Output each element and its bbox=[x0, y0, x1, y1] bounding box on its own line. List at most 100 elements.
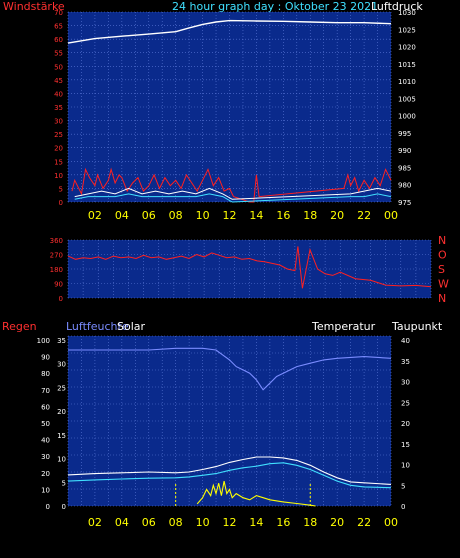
time-tick-label: 04 bbox=[115, 209, 129, 222]
pressure-line bbox=[67, 19, 392, 44]
y-tick-label: 20 bbox=[54, 145, 63, 153]
humidity-tick-label: 100 bbox=[37, 337, 50, 345]
temperature-axis-label: Temperatur bbox=[311, 320, 376, 333]
time-tick-label: 08 bbox=[169, 209, 183, 222]
y-tick-label: 0 bbox=[59, 199, 63, 207]
humidity-tick-label: 10 bbox=[41, 486, 50, 494]
y-tick-label: 1000 bbox=[398, 113, 416, 121]
left-y-ticks: 0 90 180 270 360 bbox=[50, 237, 63, 303]
time-tick-label: 22 bbox=[357, 209, 371, 222]
x-axis-ticks: 02 04 06 08 10 12 14 16 18 20 22 00 bbox=[88, 209, 398, 222]
y-tick-label: 975 bbox=[398, 199, 411, 207]
y-tick-label: 40 bbox=[54, 90, 63, 98]
time-tick-label: 04 bbox=[115, 516, 129, 529]
humidity-tick-label: 20 bbox=[41, 470, 50, 478]
y-tick-label: 1020 bbox=[398, 44, 416, 52]
temperature-line bbox=[67, 456, 392, 485]
temperature-tick-label: 20 bbox=[401, 420, 410, 428]
humidity-tick-label: 40 bbox=[41, 437, 50, 445]
panel-grid bbox=[67, 239, 432, 299]
temperature-tick-label: 25 bbox=[401, 399, 410, 407]
rain-tick-label: 15 bbox=[57, 432, 66, 440]
temperature-tick-label: 10 bbox=[401, 462, 410, 470]
time-tick-label: 14 bbox=[249, 516, 263, 529]
y-tick-label: 1030 bbox=[398, 9, 416, 17]
time-tick-label: 00 bbox=[384, 516, 398, 529]
direction-label: W bbox=[438, 278, 449, 291]
temperature-tick-label: 35 bbox=[401, 358, 410, 366]
wind_speed-line bbox=[71, 167, 392, 203]
time-tick-label: 06 bbox=[142, 209, 156, 222]
humidity-tick-label: 90 bbox=[41, 354, 50, 362]
rain-tick-label: 20 bbox=[57, 408, 66, 416]
direction-label: S bbox=[438, 263, 445, 276]
rain-tick-label: 5 bbox=[62, 479, 66, 487]
rain-axis-label: Regen bbox=[2, 320, 37, 333]
right-y-ticks: 975 980 985 990 995 1000 1005 1010 1015 1020 1025 1… bbox=[398, 9, 416, 207]
y-tick-label: 35 bbox=[54, 104, 63, 112]
chart-series bbox=[67, 347, 392, 507]
time-tick-label: 16 bbox=[276, 209, 290, 222]
left-axis-label: Windstärke bbox=[3, 0, 65, 13]
y-tick-label: 50 bbox=[54, 63, 63, 71]
temperature-tick-label: 15 bbox=[401, 441, 410, 449]
chart-series bbox=[67, 246, 432, 289]
rain-tick-label: 30 bbox=[57, 361, 66, 369]
wind_gust_cyan-line bbox=[74, 193, 392, 203]
humidity-tick-label: 70 bbox=[41, 387, 50, 395]
y-tick-label: 65 bbox=[54, 23, 63, 31]
temperature-tick-label: 0 bbox=[401, 503, 405, 511]
time-tick-label: 16 bbox=[276, 516, 290, 529]
time-tick-label: 06 bbox=[142, 516, 156, 529]
y-tick-label: 980 bbox=[398, 182, 411, 190]
humidity-tick-label: 0 bbox=[46, 503, 50, 511]
direction-label: N bbox=[438, 234, 446, 247]
rain-tick-label: 25 bbox=[57, 384, 66, 392]
time-tick-label: 10 bbox=[196, 516, 210, 529]
y-tick-label: 990 bbox=[398, 147, 411, 155]
y-tick-label: 270 bbox=[50, 252, 63, 260]
y-tick-label: 985 bbox=[398, 164, 411, 172]
y-tick-label: 10 bbox=[54, 172, 63, 180]
time-tick-label: 20 bbox=[330, 516, 344, 529]
y-tick-label: 1010 bbox=[398, 78, 416, 86]
time-tick-label: 14 bbox=[249, 209, 263, 222]
humidity-temperature-panel: 0 10 20 30 40 50 60 70 80 90 100 0 5 10 15 20 25 30 35 0 5… bbox=[37, 335, 410, 529]
direction-line bbox=[67, 246, 432, 289]
y-tick-label: 1005 bbox=[398, 95, 416, 103]
humidity-y-ticks: 0 10 20 30 40 50 60 70 80 90 100 bbox=[37, 337, 50, 511]
y-tick-label: 60 bbox=[54, 36, 63, 44]
wind_gust_white-line bbox=[74, 187, 392, 200]
chart-series bbox=[67, 19, 392, 203]
rain-tick-label: 35 bbox=[57, 337, 66, 345]
page-title: 24 hour graph day : Oktober 23 2021 bbox=[172, 0, 378, 13]
y-tick-label: 15 bbox=[54, 158, 63, 166]
time-tick-label: 08 bbox=[169, 516, 183, 529]
y-tick-label: 90 bbox=[54, 281, 63, 289]
time-tick-label: 02 bbox=[88, 209, 102, 222]
temperature-tick-label: 30 bbox=[401, 379, 410, 387]
solar-axis-label: Solar bbox=[117, 320, 146, 333]
rain-y-ticks: 0 5 10 15 20 25 30 35 bbox=[57, 337, 66, 511]
temperature-tick-label: 5 bbox=[401, 482, 405, 490]
time-tick-label: 22 bbox=[357, 516, 371, 529]
time-tick-label: 18 bbox=[303, 209, 317, 222]
time-tick-label: 10 bbox=[196, 209, 210, 222]
time-tick-label: 18 bbox=[303, 516, 317, 529]
time-tick-label: 12 bbox=[223, 516, 237, 529]
y-tick-label: 25 bbox=[54, 131, 63, 139]
humidity-line bbox=[68, 347, 392, 391]
temperature-tick-label: 40 bbox=[401, 337, 410, 345]
y-tick-label: 30 bbox=[54, 118, 63, 126]
left-y-ticks: 0 5 10 15 20 25 30 35 40 45 50 55 60 65 70 bbox=[54, 9, 63, 207]
humidity-tick-label: 30 bbox=[41, 453, 50, 461]
time-tick-label: 02 bbox=[88, 516, 102, 529]
y-tick-label: 180 bbox=[50, 266, 63, 274]
temperature-y-ticks: 0 5 10 15 20 25 30 35 40 bbox=[401, 337, 410, 511]
right-axis-label: Luftdruck bbox=[371, 0, 423, 13]
y-tick-label: 5 bbox=[59, 185, 63, 193]
